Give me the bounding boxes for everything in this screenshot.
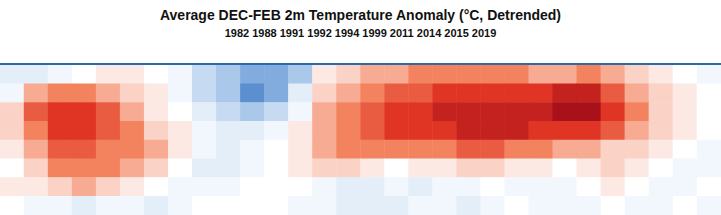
svg-text:1982 1988 1991 1992 1994 1999: 1982 1988 1991 1992 1994 1999 2011 2014 … [225,27,497,39]
svg-text:Average DEC-FEB 2m Temperature: Average DEC-FEB 2m Temperature Anomaly (… [160,7,561,23]
